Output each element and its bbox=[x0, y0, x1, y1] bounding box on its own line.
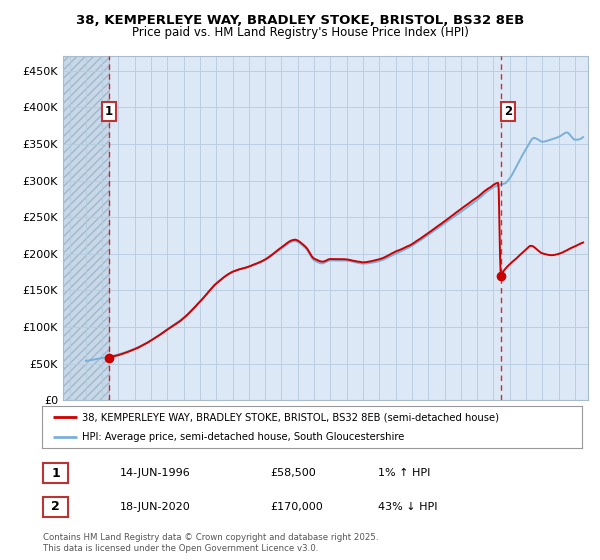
Text: HPI: Average price, semi-detached house, South Gloucestershire: HPI: Average price, semi-detached house,… bbox=[83, 432, 405, 442]
Text: 43% ↓ HPI: 43% ↓ HPI bbox=[378, 502, 437, 512]
Text: 1: 1 bbox=[52, 466, 60, 480]
Text: 38, KEMPERLEYE WAY, BRADLEY STOKE, BRISTOL, BS32 8EB: 38, KEMPERLEYE WAY, BRADLEY STOKE, BRIST… bbox=[76, 14, 524, 27]
Text: 14-JUN-1996: 14-JUN-1996 bbox=[120, 468, 191, 478]
Text: 18-JUN-2020: 18-JUN-2020 bbox=[120, 502, 191, 512]
Text: 38, KEMPERLEYE WAY, BRADLEY STOKE, BRISTOL, BS32 8EB (semi-detached house): 38, KEMPERLEYE WAY, BRADLEY STOKE, BRIST… bbox=[83, 412, 499, 422]
Text: 1: 1 bbox=[104, 105, 113, 118]
Bar bbox=[63, 56, 109, 400]
Text: Contains HM Land Registry data © Crown copyright and database right 2025.
This d: Contains HM Land Registry data © Crown c… bbox=[43, 533, 379, 553]
Text: 2: 2 bbox=[52, 500, 60, 514]
Text: 1% ↑ HPI: 1% ↑ HPI bbox=[378, 468, 430, 478]
Text: £58,500: £58,500 bbox=[270, 468, 316, 478]
Text: £170,000: £170,000 bbox=[270, 502, 323, 512]
Text: Price paid vs. HM Land Registry's House Price Index (HPI): Price paid vs. HM Land Registry's House … bbox=[131, 26, 469, 39]
Text: 2: 2 bbox=[504, 105, 512, 118]
